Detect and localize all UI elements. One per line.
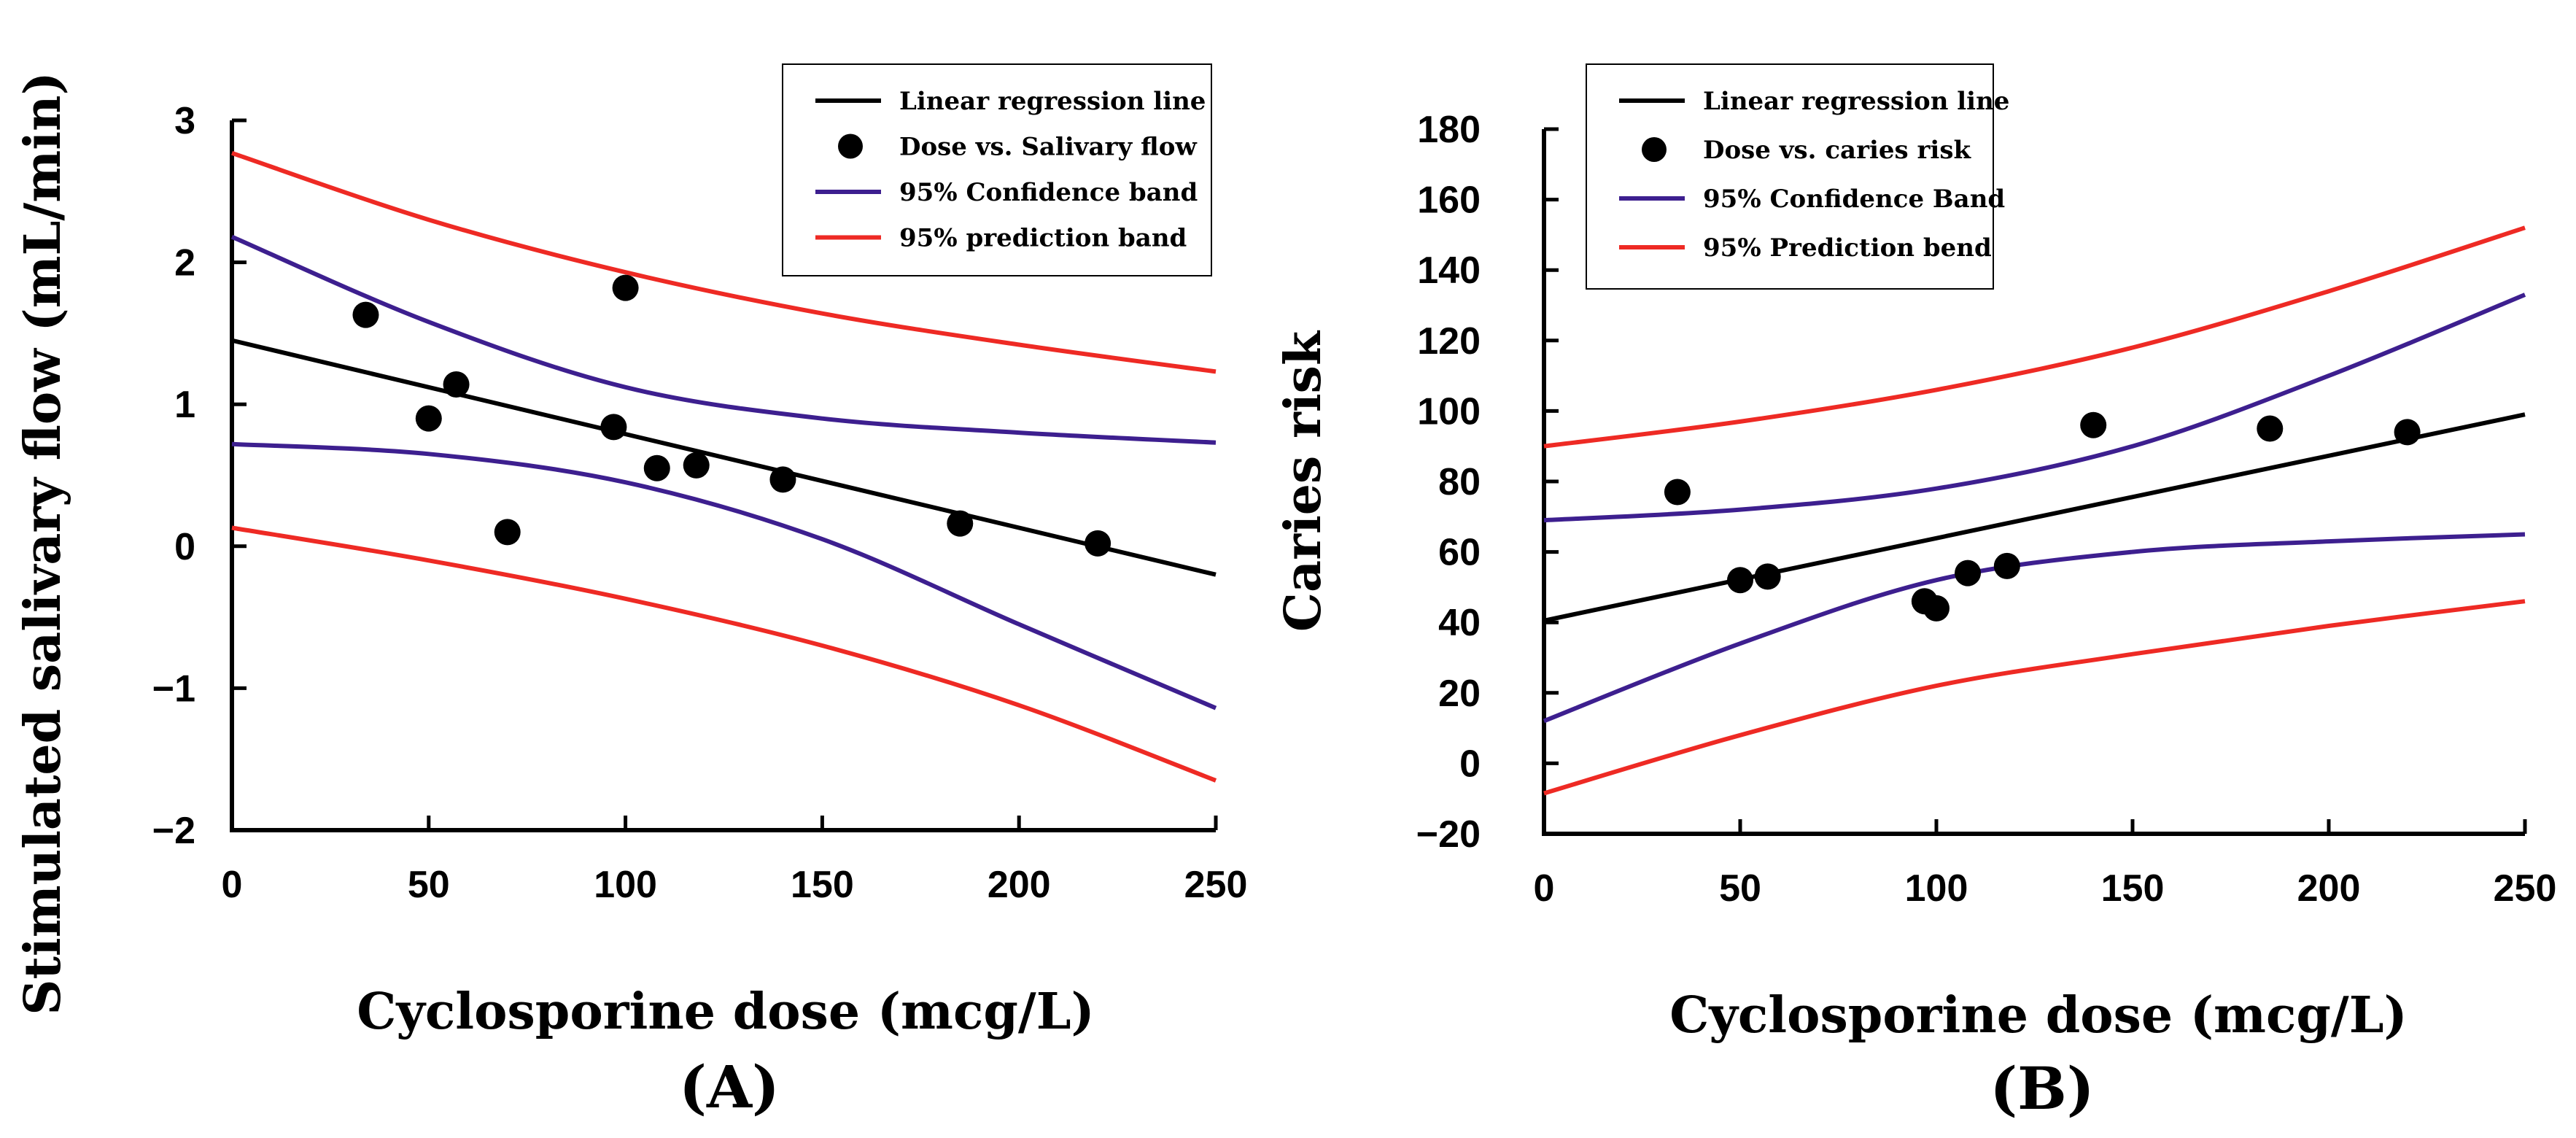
b-x-tick-label: 50 [1719,867,1761,910]
b-y-tick-label: 100 [1417,390,1481,433]
b-confidence-band-upper [1543,293,2526,523]
a-y-tick-label: −2 [152,810,195,852]
a-legend-marker [838,133,863,159]
panel-b-xlabel: Cyclosporine dose (mcg/L) [1669,986,2407,1045]
b-x-tick-label: 250 [2494,867,2557,910]
b-legend-label: 95% Prediction bend [1703,233,1992,263]
b-y-tick-label: −20 [1416,813,1481,856]
b-data-point [2080,411,2107,438]
b-data-point [1955,560,1982,587]
a-confidence-band-lower [231,441,1217,711]
b-y-tick-label: 120 [1417,320,1481,363]
panel-a-label: (A) [679,1053,780,1121]
a-regression-line [231,338,1217,577]
b-y-tick-label: 160 [1417,179,1481,222]
a-data-point [600,414,627,441]
panel-b-ylabel: Caries risk [1274,330,1332,632]
panel-b-plot: −20 0 20 40 60 80 100 120 140 160 180 0 50 100 150 200 2… [1416,109,2557,910]
panel-a-xlabel: Cyclosporine dose (mcg/L) [357,983,1094,1041]
b-y-tick-label: 0 [1459,743,1481,785]
b-y-tick-label: 20 [1438,673,1481,715]
b-legend-label: Linear regression line [1703,87,2009,116]
b-data-point [2394,419,2421,446]
a-data-point [612,274,639,301]
a-x-tick-label: 200 [988,864,1051,906]
a-x-tick-label: 150 [791,864,854,906]
a-data-point [494,519,521,546]
b-data-point [1754,563,1781,590]
b-legend-label: 95% Confidence Band [1703,185,2005,214]
b-data-point [1664,479,1691,506]
b-y-tick-label: 180 [1417,109,1481,151]
a-x-tick-label: 100 [594,864,657,906]
a-data-point [415,405,442,432]
panel-a-legend: Linear regression line Dose vs. Salivary … [782,63,1212,276]
b-y-tick-label: 80 [1438,461,1481,503]
b-x-tick-label: 150 [2101,867,2165,910]
b-y-tick-label: 60 [1438,532,1481,574]
b-confidence-band-lower [1543,532,2526,724]
b-x-tick-label: 100 [1905,867,1968,910]
panel-a-plot: −2 −1 0 1 2 3 0 50 100 150 200 250 [152,100,1248,906]
panel-a: Stimulated salivary flow (mL/min) Cyclos… [14,63,1248,1121]
a-data-point [769,466,796,493]
a-legend-label: Dose vs. Salivary flow [899,133,1197,162]
panel-a-ylabel: Stimulated salivary flow (mL/min) [14,71,72,1015]
a-prediction-band-lower [231,525,1217,783]
a-x-tick-label: 50 [408,864,450,906]
a-data-point [683,452,710,479]
a-prediction-band-upper [231,150,1217,374]
panel-b-legend: Linear regression line Dose vs. caries ri… [1586,63,2009,290]
b-legend-label: Dose vs. caries risk [1703,136,1971,165]
b-regression-line [1543,412,2526,623]
a-y-tick-label: 2 [174,242,195,284]
panel-b: Caries risk Cyclosporine dose (mcg/L) (B… [1274,63,2557,1123]
a-confidence-band-upper [230,234,1217,445]
a-y-tick-label: 1 [174,384,195,426]
a-x-tick-label: 0 [222,864,243,906]
panel-b-label: (B) [1990,1054,2094,1123]
b-data-point [1727,567,1753,594]
a-data-point [352,301,379,328]
b-prediction-band-upper [1543,225,2526,449]
a-data-point [1085,530,1112,557]
a-legend-label: 95% prediction band [899,224,1187,253]
b-x-tick-label: 200 [2297,867,2361,910]
b-data-point [2257,415,2284,442]
b-x-tick-label: 0 [1534,867,1555,910]
b-legend-marker [1642,137,1667,162]
a-y-tick-label: 3 [174,100,195,142]
a-data-point [947,510,974,537]
b-data-point [1993,552,2020,579]
b-data-point [1923,595,1950,622]
a-data-point [643,454,670,481]
b-y-tick-label: 140 [1417,249,1481,292]
a-x-tick-label: 250 [1184,864,1248,906]
a-y-tick-label: −1 [152,667,195,710]
a-legend-label: Linear regression line [899,87,1206,116]
a-data-point [443,371,470,398]
b-prediction-band-lower [1543,599,2526,796]
a-legend-label: 95% Confidence band [899,178,1198,207]
a-y-tick-label: 0 [174,526,195,568]
b-y-tick-label: 40 [1438,602,1481,644]
